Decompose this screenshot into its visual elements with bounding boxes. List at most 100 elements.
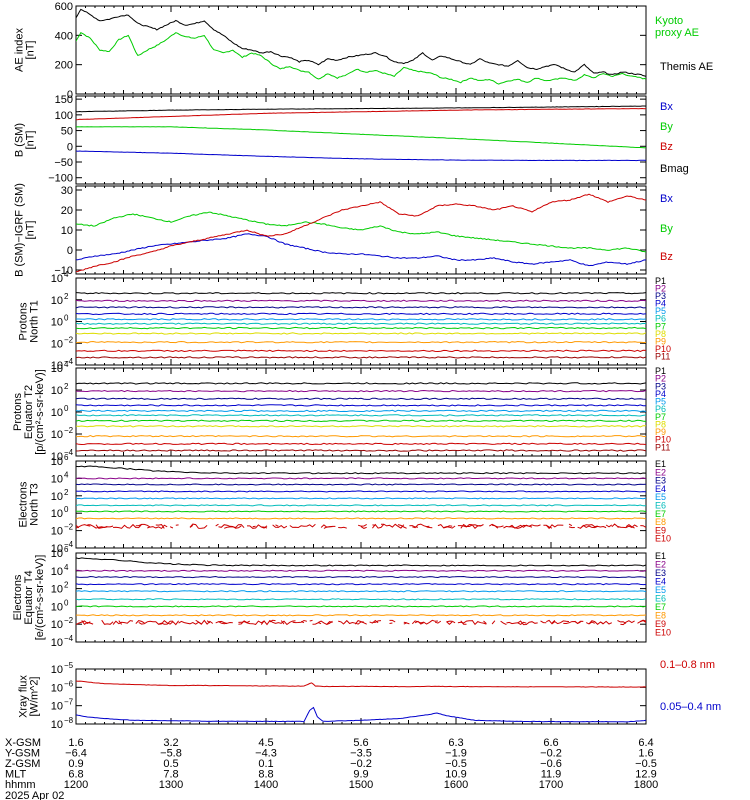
legend-p1: P1 [655, 276, 666, 286]
series-line-bz [76, 193, 646, 273]
footer-value: 1700 [539, 779, 563, 791]
legend-themis: Themis AE [660, 61, 713, 73]
y-tick-label: 10 [51, 543, 63, 555]
plot-area [76, 557, 646, 626]
y-tick-label: 200 [55, 60, 73, 72]
y-tick-label: 10 [51, 508, 63, 520]
plot-area [76, 680, 646, 723]
footer-value: −0.5 [635, 758, 657, 770]
footer-value: −1.9 [445, 748, 467, 760]
legend-p7: P7 [655, 321, 666, 331]
y-tick-exponent: −2 [64, 426, 74, 435]
series-line-e6 [76, 504, 646, 507]
series-line-p9 [76, 340, 646, 344]
y-tick-label: 10 [51, 491, 63, 503]
series-line-p11 [76, 449, 646, 452]
legend-p2: P2 [655, 284, 666, 294]
legend-kyoto: Kyoto [655, 15, 683, 27]
y-tick-exponent: −5 [64, 661, 74, 670]
y-tick-label: 10 [51, 407, 63, 419]
footer-value: 8.8 [258, 769, 273, 781]
series-line-p1 [76, 382, 646, 385]
series-line-0-05-0-4-nm [76, 706, 646, 723]
y-axis-label: North T3 [29, 483, 41, 526]
y-axis-label: North T1 [29, 300, 41, 343]
legend-e3: E3 [655, 568, 666, 578]
series-line-kyoto-proxy-ae [76, 32, 646, 85]
y-tick-label: 10 [51, 664, 63, 676]
series-line-themis-ae [76, 8, 646, 77]
plot-area [76, 292, 646, 359]
footer-value: 10.9 [445, 769, 466, 781]
legend-e2: E2 [655, 467, 666, 477]
series-line-e2 [76, 477, 646, 480]
y-axis-label: [W/m^2] [29, 677, 41, 717]
footer-value: 1300 [159, 779, 183, 791]
legend-e1: E1 [655, 459, 666, 469]
series-line-e3 [76, 575, 646, 579]
series-line-p10 [76, 442, 646, 446]
footer-value: −0.2 [540, 748, 562, 760]
y-tick-label: 10 [51, 601, 63, 613]
footer-value: 0.1 [258, 758, 273, 770]
legend-p4: P4 [655, 389, 666, 399]
series-line-e7 [76, 510, 646, 513]
footer-value: 1800 [634, 779, 658, 791]
series-line-e10 [76, 619, 646, 626]
series-line-by [76, 126, 646, 149]
footer-value: 0.5 [163, 758, 178, 770]
series-line-bx [76, 150, 646, 162]
y-tick-exponent: 6 [64, 453, 69, 462]
legend-p10: P10 [655, 435, 671, 445]
series-line-p9 [76, 434, 646, 438]
y-tick-label: 10 [51, 637, 63, 649]
y-tick-exponent: −6 [64, 679, 74, 688]
y-tick-label: −50 [54, 157, 73, 169]
y-tick-label: 10 [51, 338, 63, 350]
y-tick-label: 600 [55, 1, 73, 13]
legend-p8: P8 [655, 419, 666, 429]
y-tick-exponent: −2 [64, 335, 74, 344]
legend-e9: E9 [655, 619, 666, 629]
footer-value: 1400 [254, 779, 278, 791]
y-tick-label: 150 [55, 94, 73, 106]
y-tick-label: 10 [51, 317, 63, 329]
footer-value: 6.3 [448, 737, 463, 749]
y-tick-exponent: −4 [64, 634, 74, 643]
legend-by: By [660, 121, 673, 133]
series-line-e7 [76, 605, 646, 608]
y-axis-label: Protons [18, 302, 30, 340]
y-tick-label: 10 [51, 451, 63, 463]
series-line-e5 [76, 497, 646, 500]
y-tick-label: 20 [61, 205, 73, 217]
legend-p10: P10 [655, 344, 671, 354]
y-tick-label: 10 [51, 682, 63, 694]
y-tick-label: 0 [67, 245, 73, 257]
series-line-bmag [76, 105, 646, 113]
legend-e10: E10 [655, 534, 671, 544]
footer-value: 6.4 [638, 737, 653, 749]
y-tick-label: 10 [61, 225, 73, 237]
footer-row-label: hhmm [5, 779, 36, 791]
y-tick-label: 10 [51, 548, 63, 560]
series-line-p6 [76, 322, 646, 325]
series-line-e4 [76, 490, 646, 493]
series-line-p5 [76, 409, 646, 413]
footer-value: −0.2 [350, 758, 372, 770]
y-tick-label: 10 [51, 360, 63, 372]
panel-3: −10 0 10 20 30 B (SM)−IGRF (SM) [nT] Bx By Bz [14, 183, 674, 277]
legend-p5: P5 [655, 306, 666, 316]
series-line-e1 [76, 465, 646, 475]
y-tick-label: 10 [51, 584, 63, 596]
y-axis-label: [nT] [25, 131, 37, 150]
legend-p3: P3 [655, 381, 666, 391]
legend-p11: P11 [655, 442, 670, 452]
y-axis-label: B (SM) [14, 123, 26, 157]
series-line-e3 [76, 483, 646, 486]
y-tick-exponent: 2 [64, 292, 69, 301]
y-tick-exponent: 0 [64, 314, 69, 323]
y-tick-exponent: 6 [64, 545, 69, 554]
series-line-bx [76, 233, 646, 267]
